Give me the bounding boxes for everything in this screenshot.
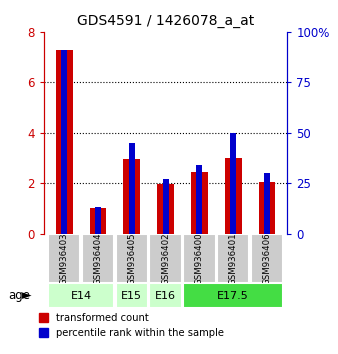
Bar xyxy=(157,184,174,234)
Bar xyxy=(61,50,67,234)
FancyBboxPatch shape xyxy=(149,234,182,283)
Bar xyxy=(123,159,140,234)
FancyBboxPatch shape xyxy=(149,283,182,308)
Text: E16: E16 xyxy=(155,291,176,301)
Bar xyxy=(90,209,106,234)
FancyBboxPatch shape xyxy=(48,283,114,308)
FancyBboxPatch shape xyxy=(251,234,283,283)
Bar xyxy=(163,179,169,234)
Text: age: age xyxy=(8,289,30,302)
Bar xyxy=(259,182,275,234)
Text: E17.5: E17.5 xyxy=(217,291,249,301)
Text: E14: E14 xyxy=(71,291,92,301)
Bar xyxy=(191,172,208,234)
Text: E15: E15 xyxy=(121,291,142,301)
Bar xyxy=(95,207,101,234)
Title: GDS4591 / 1426078_a_at: GDS4591 / 1426078_a_at xyxy=(77,14,254,28)
Text: GSM936400: GSM936400 xyxy=(195,232,204,285)
Text: GSM936401: GSM936401 xyxy=(229,232,238,285)
FancyBboxPatch shape xyxy=(183,283,283,308)
Bar xyxy=(230,133,236,234)
Bar xyxy=(129,143,135,234)
FancyBboxPatch shape xyxy=(116,234,148,283)
FancyBboxPatch shape xyxy=(48,234,80,283)
Bar xyxy=(196,165,202,234)
Legend: transformed count, percentile rank within the sample: transformed count, percentile rank withi… xyxy=(39,313,224,338)
Text: GSM936403: GSM936403 xyxy=(60,232,69,285)
FancyBboxPatch shape xyxy=(217,234,249,283)
Bar xyxy=(264,173,270,234)
Text: ►: ► xyxy=(22,289,32,302)
Bar xyxy=(56,50,73,234)
Text: GSM936402: GSM936402 xyxy=(161,232,170,285)
FancyBboxPatch shape xyxy=(82,234,114,283)
Bar xyxy=(225,158,242,234)
Text: GSM936405: GSM936405 xyxy=(127,232,136,285)
FancyBboxPatch shape xyxy=(116,283,148,308)
FancyBboxPatch shape xyxy=(183,234,216,283)
Text: GSM936404: GSM936404 xyxy=(94,232,102,285)
Text: GSM936406: GSM936406 xyxy=(263,232,271,285)
